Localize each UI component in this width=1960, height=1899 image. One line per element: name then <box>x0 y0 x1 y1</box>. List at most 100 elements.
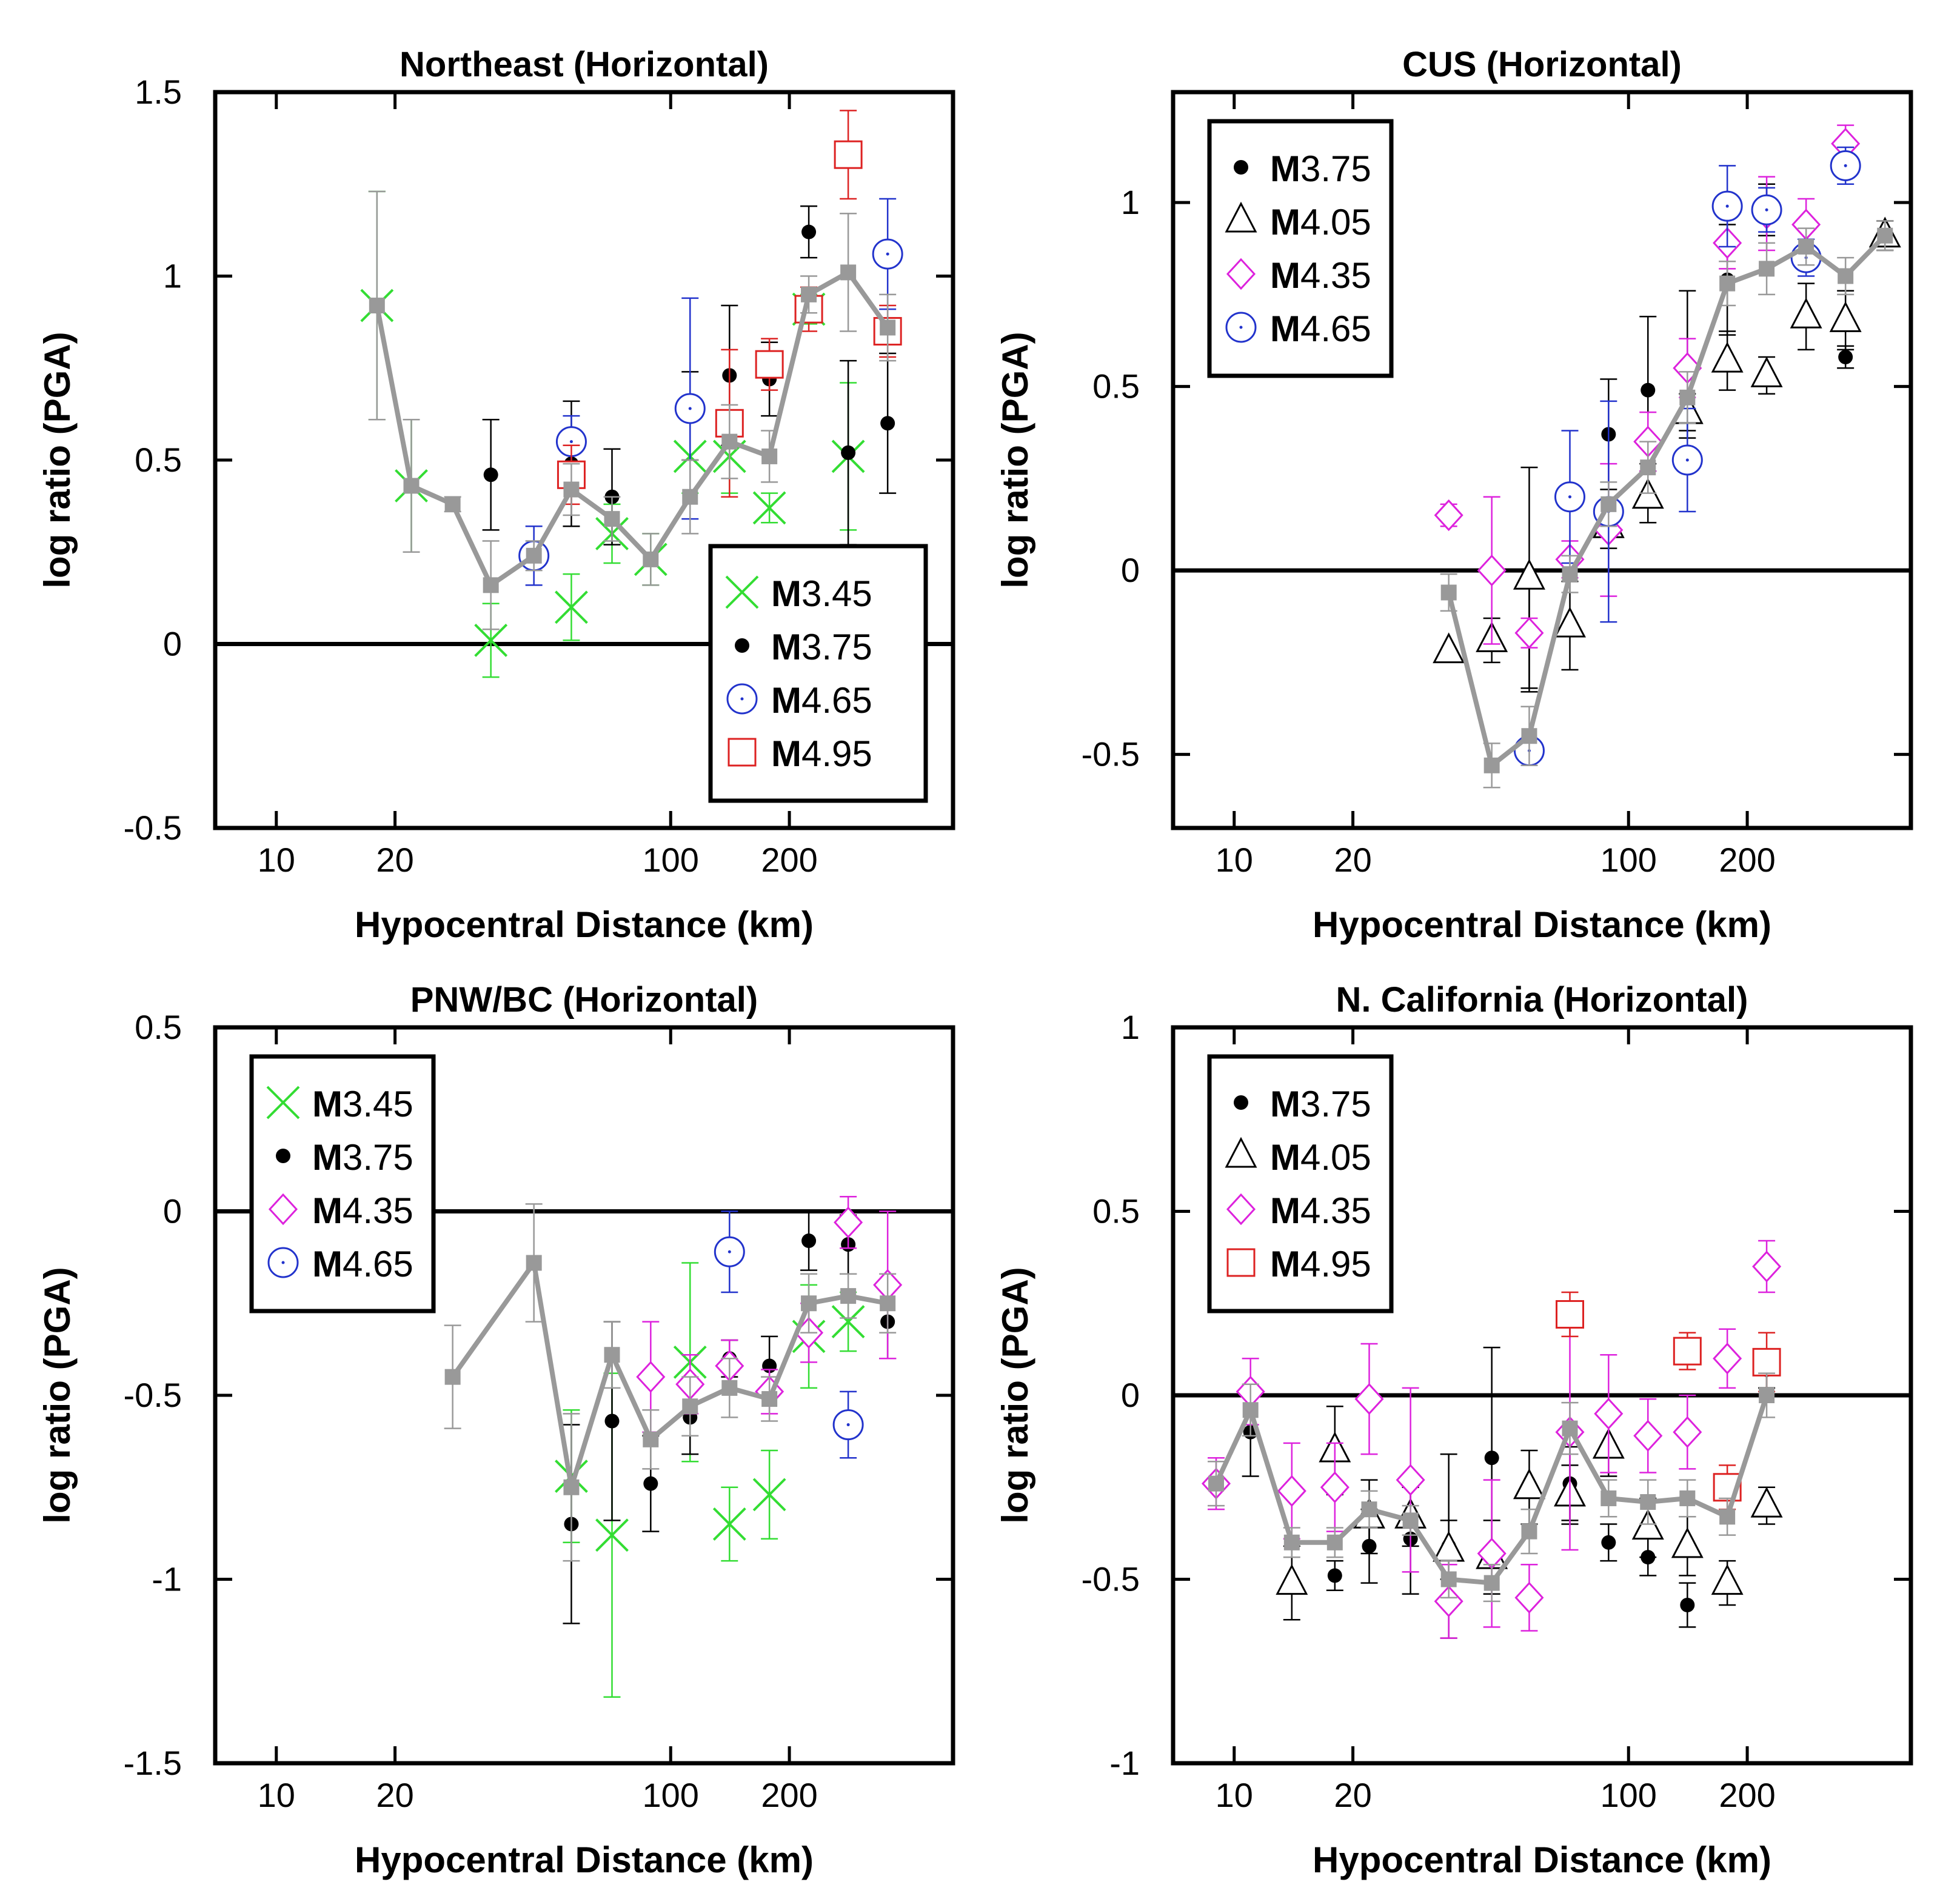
data-point <box>1326 1534 1343 1550</box>
y-axis-label: log ratio (PGA) <box>995 1267 1035 1523</box>
x-tick-label: 200 <box>1719 1776 1775 1814</box>
legend-label: M3.45 <box>312 1084 413 1124</box>
x-tick-label: 20 <box>1334 841 1371 879</box>
series-m465 <box>518 198 903 586</box>
y-axis-label: log ratio (PGA) <box>37 1267 78 1523</box>
x-tick-label: 100 <box>643 841 699 879</box>
ncal-panel: N. California (Horizontal) Hypocentral Di… <box>995 980 1913 1880</box>
y-tick-label: 0 <box>1121 1376 1140 1414</box>
legend-entry: M3.45 <box>266 1084 413 1124</box>
data-point <box>403 478 420 494</box>
y-tick-label: 1 <box>1121 1008 1140 1046</box>
y-tick-label: 0 <box>163 1192 182 1230</box>
data-point <box>755 350 784 379</box>
data-point <box>1640 459 1656 476</box>
cus-panel: CUS (Horizontal) Hypocentral Distance (km… <box>995 45 1913 945</box>
legend-entry: M4.35 <box>1226 1190 1371 1231</box>
x-tick-label: 200 <box>761 841 817 879</box>
legend-entry: M4.05 <box>1225 1136 1371 1178</box>
y-tick-label: 1 <box>163 257 182 295</box>
legend-marker <box>726 683 758 715</box>
data-point <box>1673 1416 1702 1448</box>
x-axis-label: Hypocentral Distance (km) <box>355 1840 814 1880</box>
data-point <box>840 264 857 281</box>
data-point <box>1711 190 1743 222</box>
data-point <box>555 590 588 624</box>
legend: M3.45 M3.75 M4.65 M4.95 <box>708 544 928 803</box>
data-point <box>801 286 817 302</box>
data-point <box>1838 350 1853 365</box>
data-point <box>369 298 385 314</box>
y-tick-label: -0.5 <box>1082 735 1140 773</box>
data-point <box>1402 1512 1419 1529</box>
data-point <box>1751 194 1782 225</box>
series-mean <box>444 1203 897 1562</box>
y-tick-label: -0.5 <box>1082 1560 1140 1598</box>
data-point <box>563 481 580 498</box>
data-point <box>604 511 620 527</box>
data-point <box>526 1255 542 1271</box>
data-point <box>636 1361 666 1393</box>
legend-entry: M3.75 <box>1234 149 1371 189</box>
legend-entry: M4.35 <box>268 1190 413 1231</box>
data-point <box>1600 496 1617 512</box>
data-point <box>1601 1535 1616 1550</box>
x-tick-label: 10 <box>1216 1776 1253 1814</box>
legend-marker <box>268 1193 298 1226</box>
y-tick-label: -1 <box>1109 1744 1140 1782</box>
data-point <box>1361 1501 1377 1518</box>
data-point <box>1396 1464 1425 1496</box>
chart-title: Northeast (Horizontal) <box>400 45 769 84</box>
data-point <box>1320 1471 1350 1503</box>
data-point <box>831 1305 865 1339</box>
legend-entry: M3.75 <box>276 1137 413 1178</box>
data-point <box>483 467 498 482</box>
data-point <box>563 1479 580 1495</box>
axis-ticks: 10 20 100 200 -1 -0.5 0 0.5 1 <box>1082 1008 1911 1814</box>
data-point <box>1750 1486 1783 1518</box>
x-tick-label: 10 <box>258 1776 295 1814</box>
data-point <box>1790 298 1822 329</box>
x-tick-label: 20 <box>376 841 413 879</box>
data-point <box>1759 1387 1775 1403</box>
y-tick-label: -0.5 <box>124 809 182 847</box>
y-tick-label: 0.5 <box>135 441 182 479</box>
legend-marker <box>1225 312 1257 343</box>
data-point <box>604 1347 620 1363</box>
y-tick-label: -1.5 <box>124 1744 182 1782</box>
y-axis-label: log ratio (PGA) <box>37 332 78 588</box>
legend-label: M4.05 <box>1270 202 1371 242</box>
data-point <box>682 489 698 505</box>
legend-marker <box>1226 1248 1256 1277</box>
legend-label: M4.95 <box>1270 1244 1371 1284</box>
legend-marker <box>1234 1095 1248 1110</box>
series-m495 <box>1555 1291 1781 1510</box>
x-tick-label: 100 <box>1600 1776 1657 1814</box>
data-point <box>1719 275 1736 292</box>
data-point <box>1433 1530 1465 1562</box>
plot-frame <box>213 90 955 830</box>
x-tick-label: 100 <box>643 1776 699 1814</box>
legend-entry: M3.75 <box>735 627 872 667</box>
data-point <box>1594 1398 1624 1430</box>
data-point <box>643 1476 658 1491</box>
data-point <box>1562 566 1578 582</box>
chart-title: N. California (Horizontal) <box>1336 980 1748 1020</box>
data-point <box>1562 1420 1578 1437</box>
data-point <box>1673 1337 1702 1366</box>
data-point <box>832 1409 864 1441</box>
legend-marker <box>267 1247 299 1278</box>
data-point <box>643 551 659 567</box>
data-point <box>801 1233 817 1249</box>
data-point <box>1679 389 1696 405</box>
data-point <box>1838 268 1854 284</box>
data-point <box>1671 1527 1704 1558</box>
x-tick-label: 10 <box>1216 841 1253 879</box>
plot-frame <box>1171 1025 1913 1766</box>
data-point <box>761 1391 778 1407</box>
data-point <box>1830 150 1861 181</box>
data-point <box>1554 481 1585 513</box>
x-tick-label: 20 <box>1334 1776 1371 1814</box>
data-point <box>643 1431 659 1447</box>
